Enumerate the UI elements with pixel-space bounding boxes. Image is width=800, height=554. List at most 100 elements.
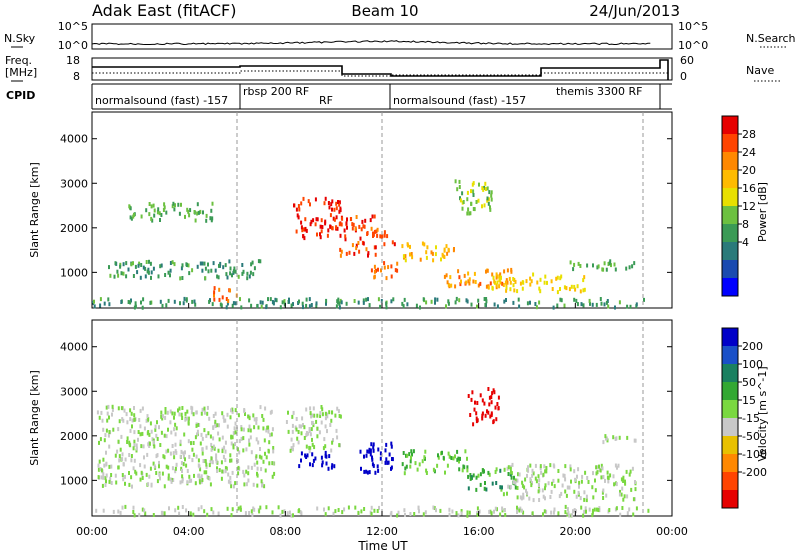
- echo-cell: [543, 464, 546, 469]
- echo-cell: [169, 268, 172, 273]
- echo-cell: [229, 475, 232, 480]
- echo-cell: [423, 242, 426, 247]
- echo-cell: [542, 472, 545, 477]
- echo-cell: [226, 301, 229, 306]
- echo-cell: [598, 464, 600, 469]
- echo-cell: [574, 287, 577, 292]
- echo-cell: [145, 472, 148, 477]
- echo-cell: [601, 466, 604, 471]
- echo-cell: [243, 482, 246, 487]
- echo-cell: [311, 421, 314, 425]
- echo-cell: [120, 434, 123, 439]
- echo-cell: [196, 211, 199, 216]
- echo-cell: [600, 475, 603, 480]
- echo-cell: [128, 442, 131, 447]
- echo-cell: [139, 275, 142, 280]
- echo-cell: [187, 416, 190, 421]
- echo-cell: [135, 446, 138, 451]
- echo-cell: [227, 299, 230, 303]
- echo-cell: [250, 303, 253, 308]
- echo-cell: [365, 247, 368, 252]
- echo-cell: [452, 456, 455, 461]
- echo-cell: [174, 449, 177, 454]
- echo-cell: [626, 511, 629, 516]
- echo-cell: [240, 436, 243, 441]
- echo-cell: [587, 480, 590, 484]
- echo-cell: [231, 303, 234, 308]
- echo-cell: [248, 424, 251, 429]
- echo-cell: [200, 411, 203, 416]
- echo-cell: [208, 463, 211, 468]
- echo-cell: [413, 512, 416, 516]
- echo-cell: [259, 300, 262, 305]
- echo-cell: [139, 432, 142, 437]
- echo-cell: [260, 304, 263, 309]
- echo-cell: [173, 427, 176, 432]
- echo-cell: [244, 412, 246, 416]
- colorbar-tick-label: -15: [742, 412, 760, 425]
- echo-cell: [383, 242, 386, 247]
- echo-cell: [142, 444, 145, 449]
- echo-cell: [476, 304, 478, 309]
- echo-cell: [363, 469, 366, 474]
- echo-cell: [469, 473, 472, 477]
- echo-cell: [195, 454, 198, 459]
- echo-cell: [159, 218, 161, 222]
- echo-cell: [620, 492, 623, 497]
- echo-cell: [230, 484, 233, 489]
- echo-cell: [377, 297, 380, 302]
- echo-cell: [252, 482, 255, 487]
- echo-cell: [105, 405, 108, 410]
- echo-cell: [525, 488, 527, 493]
- echo-cell: [196, 202, 199, 207]
- echo-cell: [285, 420, 288, 424]
- echo-cell: [362, 300, 365, 305]
- echo-cell: [152, 266, 155, 271]
- echo-cell: [506, 466, 509, 471]
- echo-cell: [619, 512, 622, 517]
- echo-cell: [180, 449, 183, 454]
- echo-cell: [174, 508, 177, 513]
- echo-cell: [222, 415, 225, 420]
- echo-cell: [321, 412, 324, 417]
- echo-cell: [582, 278, 585, 283]
- echo-cell: [557, 511, 560, 516]
- echo-cell: [186, 409, 189, 414]
- echo-cell: [231, 409, 234, 414]
- echo-cell: [105, 479, 107, 484]
- echo-cell: [612, 435, 615, 440]
- echo-cell: [191, 406, 194, 411]
- echo-cell: [158, 472, 161, 477]
- echo-cell: [290, 446, 293, 451]
- echo-cell: [416, 467, 419, 472]
- echo-cell: [370, 268, 373, 273]
- echo-cell: [564, 504, 567, 509]
- echo-cell: [288, 510, 291, 515]
- echo-cell: [538, 300, 541, 305]
- echo-cell: [442, 254, 445, 259]
- echo-cell: [504, 280, 507, 285]
- echo-cell: [138, 418, 141, 422]
- echo-cell: [297, 440, 300, 445]
- echo-cell: [262, 426, 265, 431]
- echo-cell: [156, 210, 159, 215]
- echo-cell: [168, 506, 170, 511]
- echo-cell: [573, 297, 576, 302]
- echo-cell: [198, 479, 201, 484]
- echo-cell: [484, 303, 487, 307]
- echo-cell: [556, 290, 559, 295]
- echo-cell: [212, 414, 215, 418]
- echo-cell: [286, 511, 289, 516]
- echo-cell: [185, 508, 188, 513]
- echo-cell: [271, 461, 274, 466]
- echo-cell: [373, 508, 376, 513]
- echo-cell: [169, 273, 171, 278]
- echo-cell: [421, 241, 424, 246]
- echo-cell: [114, 261, 117, 266]
- echo-cell: [190, 441, 192, 446]
- echo-cell: [335, 225, 338, 230]
- echo-cell: [141, 431, 144, 436]
- echo-cell: [459, 196, 461, 201]
- echo-cell: [119, 447, 122, 452]
- echo-cell: [600, 301, 603, 306]
